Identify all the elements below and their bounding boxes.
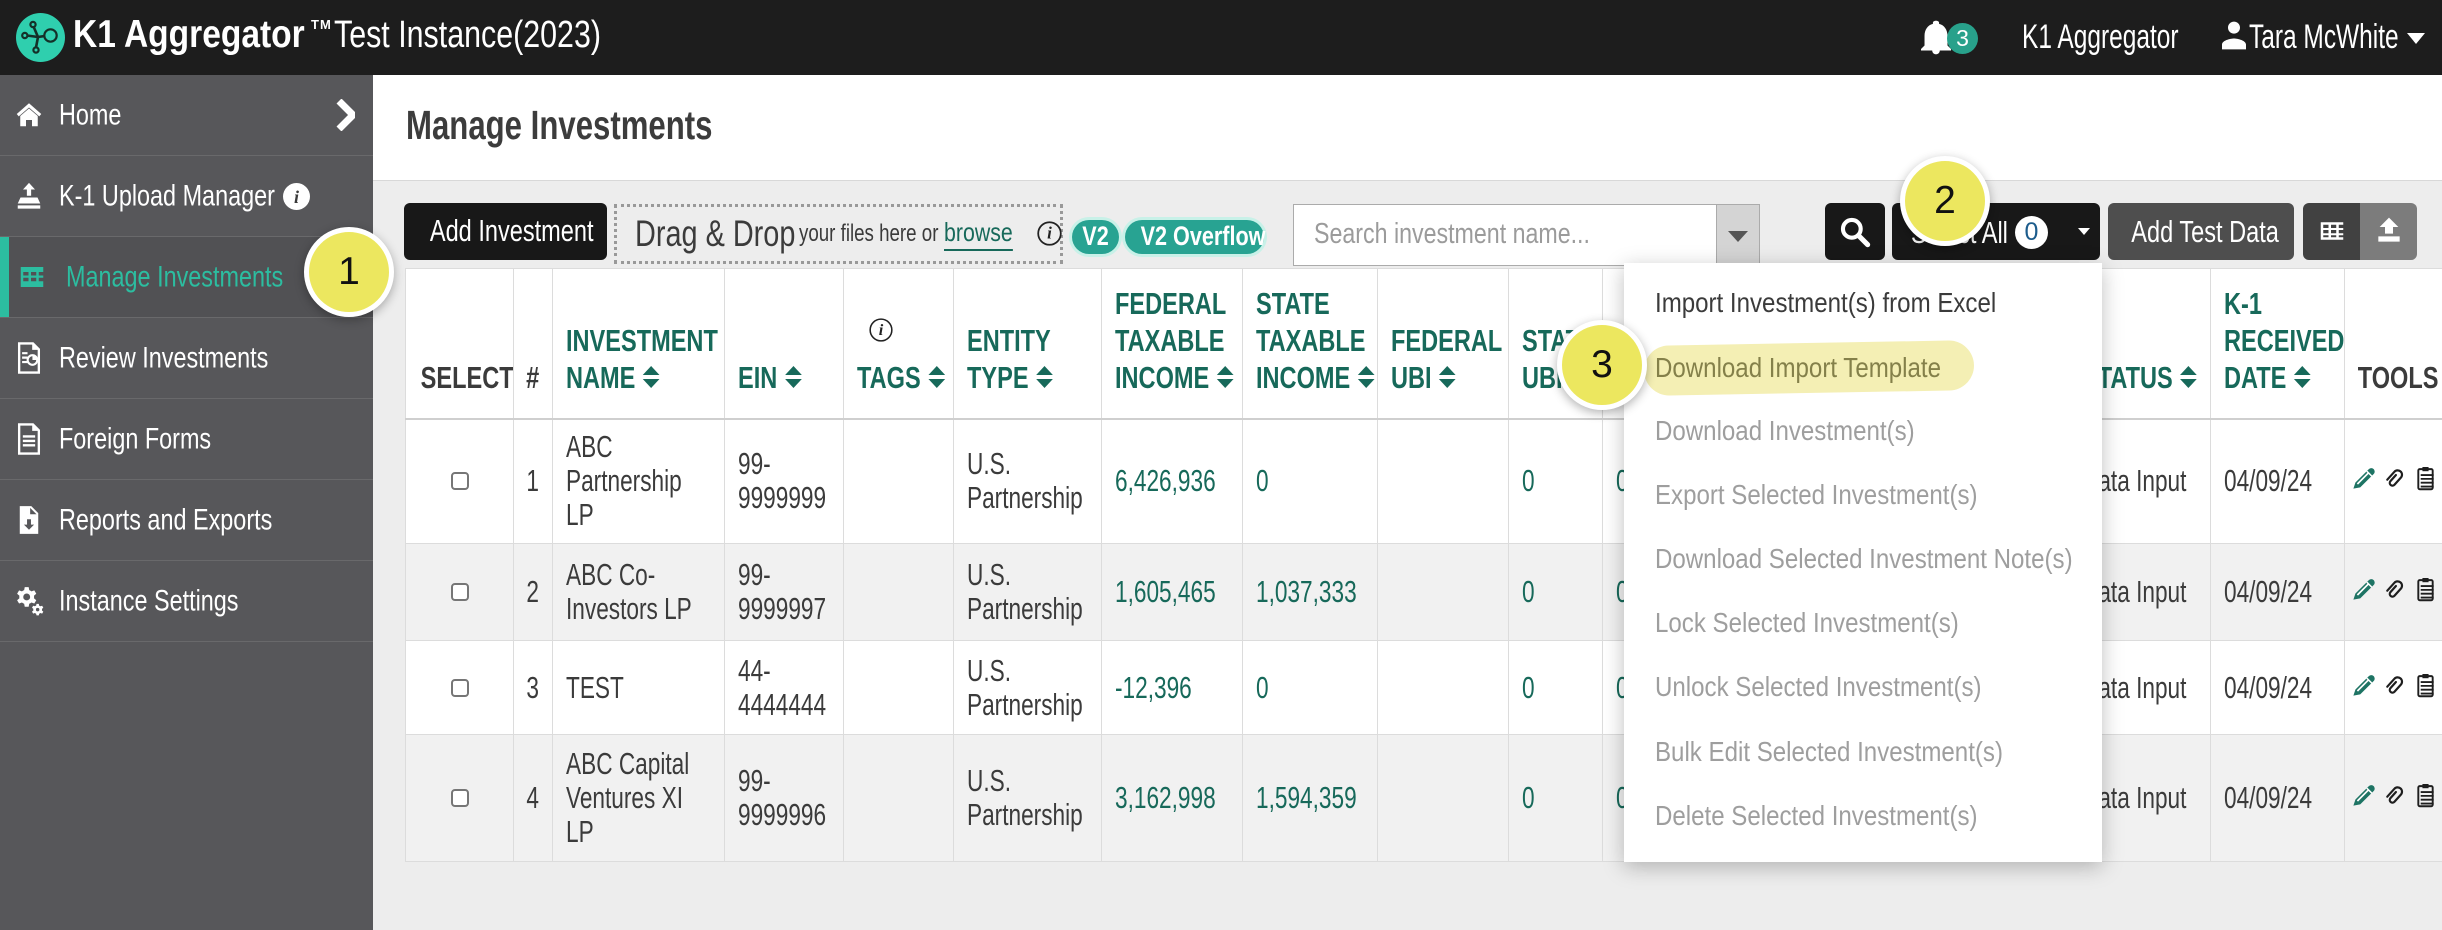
svg-text:i: i bbox=[294, 187, 299, 207]
svg-text:i: i bbox=[1047, 224, 1052, 243]
svg-text:i: i bbox=[879, 321, 884, 339]
